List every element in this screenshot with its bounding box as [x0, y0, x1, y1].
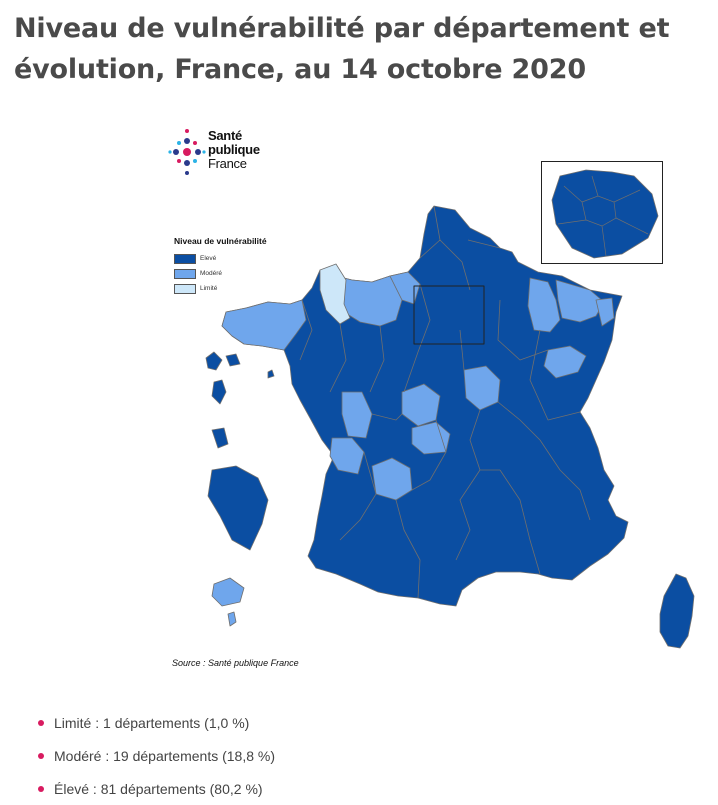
legend-item-limite: Limité	[174, 281, 267, 296]
charente-region	[329, 437, 365, 475]
guadeloupe-shape	[205, 351, 241, 371]
legend-title: Niveau de vulnérabilité	[174, 236, 267, 246]
martinique-shape	[211, 379, 227, 405]
corsica-shape	[659, 573, 695, 649]
lorraine-region	[555, 279, 605, 323]
stats-list: Limité : 1 départements (1,0 %) Modéré :…	[38, 706, 275, 805]
sante-publique-france-logo: Santé publique France	[168, 126, 278, 178]
list-item: Élevé : 81 départements (80,2 %)	[38, 772, 275, 805]
legend-item-modere: Modéré	[174, 266, 267, 281]
legend-label-limite: Limité	[200, 285, 218, 292]
haute-saone-region	[543, 345, 587, 379]
logo-dots-icon	[168, 129, 206, 175]
logo-line-3: France	[208, 156, 247, 171]
bretagne-west-region	[221, 299, 307, 351]
reunion-shape	[211, 577, 245, 607]
guyane-shape	[207, 465, 269, 551]
vienne-region	[341, 391, 373, 439]
list-item: Limité : 1 départements (1,0 %)	[38, 706, 275, 739]
legend-label-eleve: Elevé	[200, 255, 217, 262]
legend-item-eleve: Elevé	[174, 251, 267, 266]
logo-line-2: publique	[208, 142, 260, 157]
legend-swatch-limite	[174, 283, 196, 294]
map-legend: Niveau de vulnérabilité Elevé Modéré Lim…	[174, 236, 267, 296]
seine-maritime-region	[319, 263, 351, 325]
ile-de-france-inset	[541, 161, 663, 264]
stat-eleve: Élevé : 81 départements (80,2 %)	[54, 780, 263, 797]
island-west-shape	[267, 369, 275, 379]
bullet-icon	[38, 752, 44, 759]
legend-swatch-modere	[174, 268, 196, 279]
page-title: Niveau de vulnérabilité par département …	[14, 13, 670, 85]
bullet-icon	[38, 719, 44, 726]
ardennes-region	[527, 277, 561, 333]
legend-swatch-eleve	[174, 253, 196, 264]
list-item: Modéré : 19 départements (18,8 %)	[38, 739, 275, 772]
bullet-icon	[38, 785, 44, 792]
eure-region	[389, 271, 421, 305]
map-source: Source : Santé publique France	[172, 658, 299, 668]
mayotte-small-shape	[227, 611, 237, 627]
inset-map	[551, 169, 659, 259]
mayotte-shape	[211, 427, 229, 449]
logo-line-1: Santé	[208, 128, 242, 143]
stat-limite: Limité : 1 départements (1,0 %)	[54, 714, 250, 731]
stat-modere: Modéré : 19 départements (18,8 %)	[54, 747, 276, 764]
alsace-region	[595, 297, 615, 327]
legend-label-modere: Modéré	[200, 270, 223, 277]
